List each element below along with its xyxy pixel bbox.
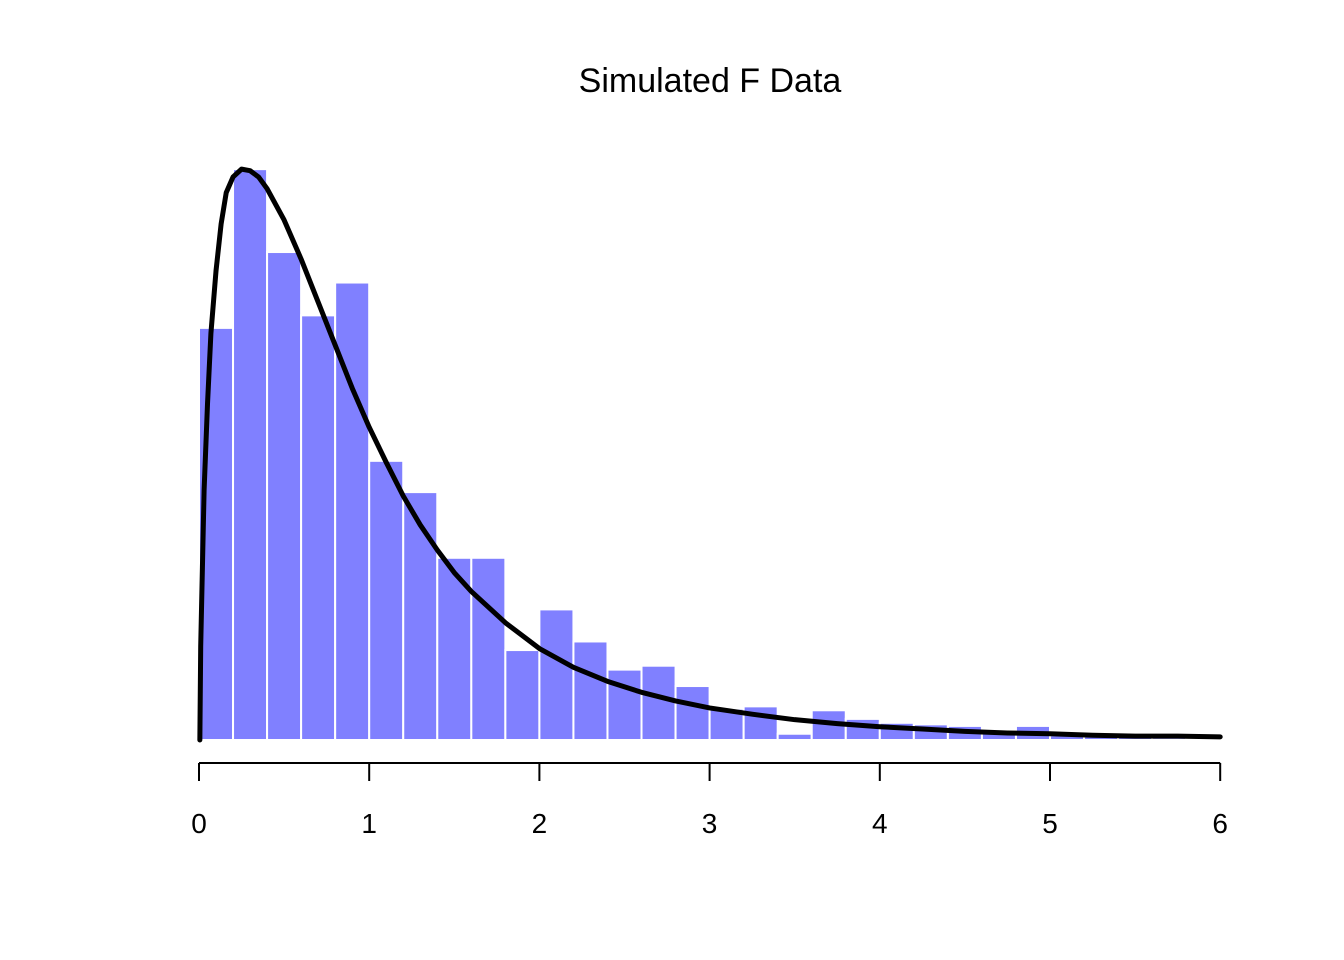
density-curve-layer (197, 166, 1223, 743)
histogram-bar-30 (1219, 737, 1256, 742)
x-tick-label-4: 4 (872, 808, 888, 839)
histogram-bar-12 (606, 668, 643, 741)
chart-title: Simulated F Data (579, 62, 842, 100)
histogram-bar-9 (504, 649, 541, 742)
x-tick-label-6: 6 (1212, 808, 1228, 839)
histogram-bars (198, 168, 1256, 742)
x-tick-label-5: 5 (1042, 808, 1058, 839)
histogram-bar-3 (300, 314, 337, 741)
histogram-bar-17 (776, 732, 813, 741)
histogram-bar-14 (674, 685, 711, 741)
x-tick-label-3: 3 (702, 808, 718, 839)
x-tick-label-2: 2 (532, 808, 548, 839)
density-curve (197, 166, 1223, 743)
histogram-bar-4 (334, 281, 371, 741)
histogram-bar-13 (640, 664, 677, 742)
histogram-bar-8 (470, 556, 507, 741)
histogram-bar-5 (368, 459, 405, 741)
x-tick-label-1: 1 (361, 808, 377, 839)
histogram-bar-2 (266, 251, 303, 741)
x-tick-label-0: 0 (191, 808, 207, 839)
histogram-bar-1 (232, 168, 269, 741)
histogram-bar-10 (538, 608, 575, 741)
histogram-bar-11 (572, 640, 609, 741)
x-axis: 0 1 2 3 4 5 6 (191, 762, 1228, 839)
histogram-bar-6 (402, 491, 439, 741)
histogram-bar-19 (844, 717, 881, 742)
